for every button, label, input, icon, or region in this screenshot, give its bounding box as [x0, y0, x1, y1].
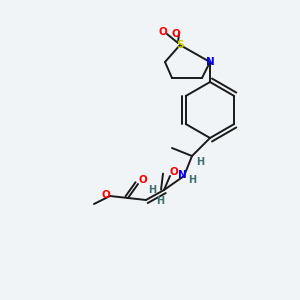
Text: H: H: [196, 157, 204, 167]
Text: O: O: [169, 167, 178, 177]
Text: S: S: [176, 40, 184, 50]
Text: H: H: [156, 196, 164, 206]
Text: O: O: [139, 175, 147, 185]
Text: N: N: [206, 57, 214, 67]
Text: H: H: [188, 175, 196, 185]
Text: N: N: [178, 170, 186, 180]
Text: H: H: [148, 185, 156, 195]
Text: O: O: [172, 29, 180, 39]
Text: O: O: [159, 27, 167, 37]
Text: O: O: [102, 190, 110, 200]
